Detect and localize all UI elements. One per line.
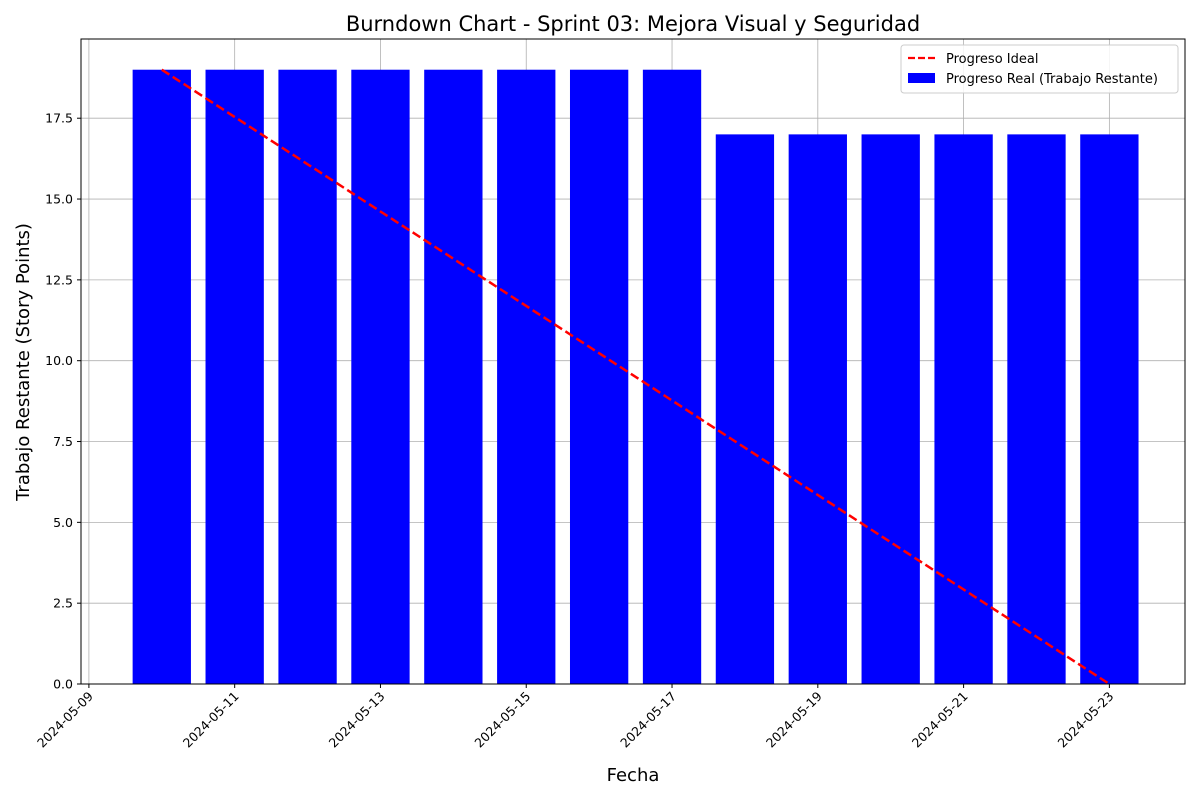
y-axis-title: Trabajo Restante (Story Points) bbox=[13, 223, 34, 502]
bar bbox=[424, 69, 483, 684]
bar bbox=[861, 134, 920, 684]
bar bbox=[351, 69, 410, 684]
plot-frame bbox=[80, 38, 1186, 685]
y-tick-label: 2.5 bbox=[53, 596, 73, 611]
y-tick-label: 15.0 bbox=[45, 192, 73, 207]
legend: Progreso Ideal Progreso Real (Trabajo Re… bbox=[900, 44, 1179, 94]
legend-ideal-label: Progreso Ideal bbox=[946, 52, 1038, 67]
y-tick-label: 12.5 bbox=[45, 272, 73, 287]
bar bbox=[642, 69, 702, 684]
bar bbox=[278, 69, 337, 684]
y-tick-label: 5.0 bbox=[53, 515, 73, 530]
bar bbox=[569, 69, 629, 684]
bar bbox=[497, 69, 556, 684]
bar bbox=[715, 134, 775, 684]
legend-real-label: Progreso Real (Trabajo Restante) bbox=[946, 72, 1158, 87]
ideal-line-layer bbox=[161, 68, 1111, 686]
y-axis-ticks: 0.0 2.5 5.0 7.5 10.0 12.5 15.0 17.5 bbox=[45, 111, 81, 692]
y-tick-label: 7.5 bbox=[53, 434, 73, 449]
y-tick-label: 0.0 bbox=[53, 677, 73, 692]
bar bbox=[1007, 134, 1066, 684]
y-tick-label: 17.5 bbox=[45, 111, 73, 126]
bar bbox=[132, 69, 191, 684]
bar bbox=[934, 134, 993, 684]
ideal-progress-line bbox=[161, 68, 1111, 686]
bar bbox=[205, 69, 264, 684]
bar bbox=[788, 134, 847, 684]
x-axis-title: Fecha bbox=[607, 765, 660, 786]
legend-real-swatch bbox=[908, 73, 935, 83]
y-tick-label: 10.0 bbox=[45, 353, 73, 368]
legend-box bbox=[900, 44, 1179, 94]
bars bbox=[132, 69, 1139, 684]
bar bbox=[1080, 134, 1139, 684]
chart-title: Burndown Chart - Sprint 03: Mejora Visua… bbox=[346, 12, 920, 36]
